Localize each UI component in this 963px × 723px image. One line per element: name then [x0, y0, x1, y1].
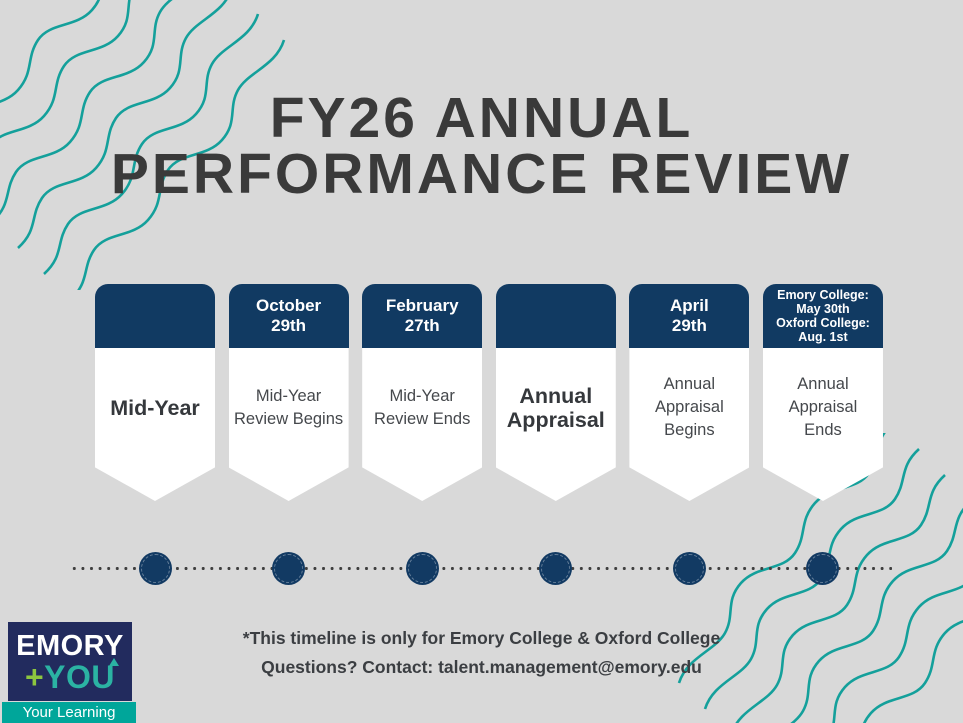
timeline-milestone-dot: [272, 552, 306, 585]
card-body-label: Annual Appraisal: [506, 383, 605, 432]
card-header-date: February 27th: [385, 296, 459, 335]
card-body-label: Mid-Year Review Ends: [374, 386, 471, 428]
footnote: *This timeline is only for Emory College…: [0, 624, 963, 682]
footnote-contact-line: Questions? Contact: talent.management@em…: [261, 657, 702, 677]
timeline-card-mid-year-review-begins: October 29th Mid-Year Review Begins: [228, 284, 349, 501]
logo-up-arrow-icon: [109, 657, 120, 666]
card-body-label: Mid-Year Review Begins: [234, 386, 344, 428]
emory-you-logo-box: EMORY +YOU: [8, 622, 132, 701]
timeline-milestone-dot: [138, 552, 172, 585]
page-title-line-2: PERFORMANCE REVIEW: [110, 142, 853, 206]
timeline-milestone-dot: [539, 552, 573, 585]
footnote-scope-line: *This timeline is only for Emory College…: [242, 628, 721, 648]
timeline-card-annual-appraisal-ends: Emory College: May 30th Oxford College: Aug…: [762, 284, 883, 501]
timeline-milestone-dot: [672, 552, 706, 585]
card-header: [95, 284, 215, 348]
timeline-cards-row: Mid-Year October 29th Mid-Year Review Begi…: [95, 284, 883, 501]
card-header: [495, 284, 616, 348]
logo-tagline: Your Learning: [2, 702, 136, 723]
timeline-card-annual-appraisal: Annual Appraisal: [495, 284, 616, 501]
timeline-milestones: [95, 552, 883, 585]
card-header-date: October 29th: [256, 296, 322, 335]
emory-you-logo: EMORY +YOU Your Learning: [2, 622, 136, 723]
logo-wordmark-you: +YOU: [24, 657, 120, 695]
card-body: Annual Appraisal Begins: [629, 348, 750, 501]
logo-plus-sign: +: [24, 658, 45, 695]
card-body: Mid-Year Review Ends: [362, 348, 483, 501]
timeline-milestone-dot: [806, 552, 840, 585]
card-body: Annual Appraisal: [495, 348, 616, 501]
timeline-card-annual-appraisal-begins: April 29th Annual Appraisal Begins: [629, 284, 750, 501]
page-title-line-1: FY26 ANNUAL: [269, 86, 694, 150]
card-header-date: April 29th: [670, 296, 709, 335]
page-title: FY26 ANNUAL PERFORMANCE REVIEW: [0, 86, 963, 206]
card-header-date: Emory College: May 30th Oxford College: Aug…: [776, 288, 870, 344]
timeline-milestone-dot: [405, 552, 439, 585]
card-header: February 27th: [362, 284, 483, 348]
timeline-card-mid-year: Mid-Year: [95, 284, 215, 501]
card-body: Mid-Year Review Begins: [228, 348, 349, 501]
timeline-dotted-line: [70, 566, 892, 571]
card-body-label: Mid-Year: [110, 395, 200, 420]
card-header: Emory College: May 30th Oxford College: Aug…: [762, 284, 883, 348]
card-header: April 29th: [629, 284, 750, 348]
card-body: Mid-Year: [95, 348, 215, 501]
card-body: Annual Appraisal Ends: [762, 348, 883, 501]
card-body-label: Annual Appraisal Ends: [788, 375, 858, 439]
timeline-card-mid-year-review-ends: February 27th Mid-Year Review Ends: [362, 284, 483, 501]
card-header: October 29th: [228, 284, 349, 348]
logo-wordmark-emory: EMORY: [16, 629, 124, 662]
card-body-label: Annual Appraisal Begins: [654, 375, 724, 439]
